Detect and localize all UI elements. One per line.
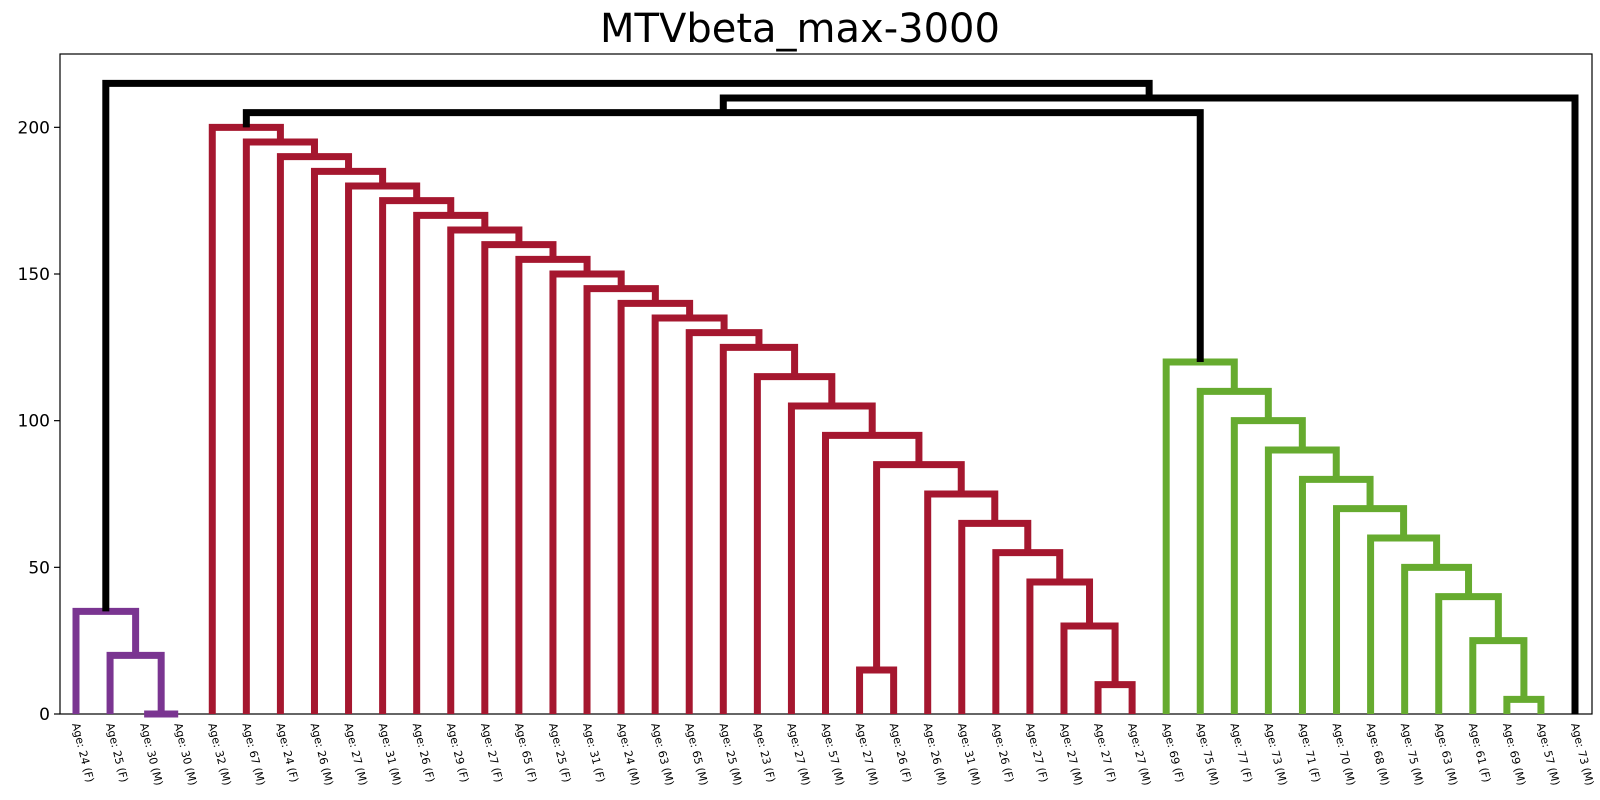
leaf-label: Age: 30 (M) bbox=[137, 722, 165, 787]
leaf-label: Age: 67 (M) bbox=[239, 722, 267, 787]
leaf-label: Age: 27 (F) bbox=[1023, 722, 1050, 784]
dendrogram-link bbox=[102, 79, 1153, 612]
leaf-label: Age: 73 (M) bbox=[1261, 722, 1289, 787]
leaf-label: Age: 26 (F) bbox=[887, 722, 914, 784]
leaf-label: Age: 27 (M) bbox=[342, 722, 370, 787]
dendrogram-link bbox=[481, 241, 557, 714]
dendrogram-link bbox=[106, 651, 165, 714]
leaf-label: Age: 65 (F) bbox=[512, 722, 539, 784]
y-tick-label: 50 bbox=[28, 558, 50, 578]
dendrogram-link bbox=[1435, 593, 1502, 714]
leaf-label: Age: 61 (F) bbox=[1466, 722, 1493, 784]
leaf-label: Age: 24 (M) bbox=[614, 722, 642, 787]
leaf-label: Age: 27 (F) bbox=[478, 722, 505, 784]
leaf-label: Age: 25 (F) bbox=[546, 722, 573, 784]
dendrogram-link bbox=[1469, 637, 1528, 714]
dendrogram-link bbox=[1026, 578, 1094, 714]
dendrogram-link bbox=[753, 373, 836, 714]
leaf-label: Age: 24 (F) bbox=[69, 722, 96, 784]
leaf-label: Age: 77 (F) bbox=[1227, 722, 1254, 784]
leaf-label: Age: 65 (M) bbox=[682, 722, 710, 787]
leaf-label: Age: 25 (F) bbox=[103, 722, 130, 784]
dendrogram-link bbox=[72, 607, 140, 714]
y-tick-label: 0 bbox=[39, 705, 50, 725]
leaf-label: Age: 71 (F) bbox=[1296, 722, 1323, 784]
y-tick-label: 100 bbox=[18, 412, 50, 432]
leaf-label: Age: 69 (M) bbox=[1500, 722, 1528, 787]
leaf-label: Age: 57 (M) bbox=[1534, 722, 1562, 787]
dendrogram-link bbox=[685, 329, 763, 714]
dendrogram-link bbox=[379, 197, 455, 714]
leaf-label: Age: 29 (F) bbox=[444, 722, 471, 784]
leaf-label: Age: 26 (F) bbox=[410, 722, 437, 784]
dendrogram-link bbox=[1060, 622, 1119, 714]
dendrogram-link bbox=[1230, 417, 1306, 714]
leaf-label: Age: 63 (M) bbox=[1432, 722, 1460, 787]
leaf-label: Age: 27 (M) bbox=[853, 722, 881, 787]
dendrogram-link bbox=[1503, 695, 1545, 714]
leaf-label: Age: 26 (M) bbox=[921, 722, 949, 787]
leaf-label: Age: 26 (M) bbox=[308, 722, 336, 787]
leaf-label: Age: 25 (M) bbox=[716, 722, 744, 787]
dendrogram-link bbox=[873, 461, 965, 670]
chart-title: MTVbeta_max-3000 bbox=[600, 6, 1000, 52]
y-tick-label: 150 bbox=[18, 265, 50, 285]
leaf-label: Age: 32 (M) bbox=[205, 722, 233, 787]
leaf-label: Age: 23 (F) bbox=[750, 722, 777, 784]
leaf-label: Age: 57 (M) bbox=[819, 722, 847, 787]
dendrogram-link bbox=[276, 153, 353, 714]
leaf-label: Age: 73 (M) bbox=[1568, 722, 1596, 787]
leaf-label: Age: 26 (F) bbox=[989, 722, 1016, 784]
leaf-label: Age: 68 (M) bbox=[1364, 722, 1392, 787]
leaf-label: Age: 31 (M) bbox=[376, 722, 404, 787]
leaf-label: Age: 31 (F) bbox=[580, 722, 607, 784]
leaf-label: Age: 75 (M) bbox=[1193, 722, 1221, 787]
leaf-label: Age: 27 (M) bbox=[1057, 722, 1085, 787]
dendrogram-link bbox=[583, 285, 659, 714]
dendrogram-link bbox=[992, 549, 1064, 714]
y-tick-label: 200 bbox=[18, 118, 50, 138]
leaf-label: Age: 27 (M) bbox=[785, 722, 813, 787]
leaf-label: Age: 24 (F) bbox=[273, 722, 300, 784]
dendrogram-link bbox=[856, 666, 898, 714]
leaf-label: Age: 63 (M) bbox=[648, 722, 676, 787]
leaf-label: Age: 75 (M) bbox=[1398, 722, 1426, 787]
dendrogram-link bbox=[1094, 681, 1136, 714]
leaf-label: Age: 70 (M) bbox=[1330, 722, 1358, 787]
dendrogram-link bbox=[242, 109, 1204, 362]
leaf-label: Age: 31 (M) bbox=[955, 722, 983, 787]
dendrogram-link bbox=[1333, 505, 1408, 714]
leaf-label: Age: 30 (M) bbox=[171, 722, 199, 787]
leaf-label: Age: 27 (F) bbox=[1091, 722, 1118, 784]
leaf-label: Age: 27 (M) bbox=[1125, 722, 1153, 787]
leaf-label: Age: 69 (F) bbox=[1159, 722, 1186, 784]
